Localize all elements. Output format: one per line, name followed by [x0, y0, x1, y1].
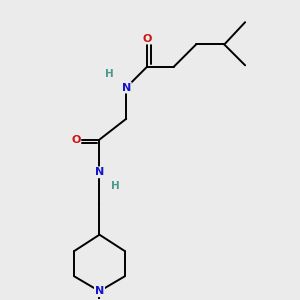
Text: N: N [122, 82, 131, 93]
Text: H: H [106, 69, 114, 79]
Text: O: O [142, 34, 152, 44]
Text: O: O [71, 135, 80, 145]
Text: N: N [95, 286, 104, 296]
Text: N: N [95, 167, 104, 177]
Text: H: H [111, 181, 120, 191]
